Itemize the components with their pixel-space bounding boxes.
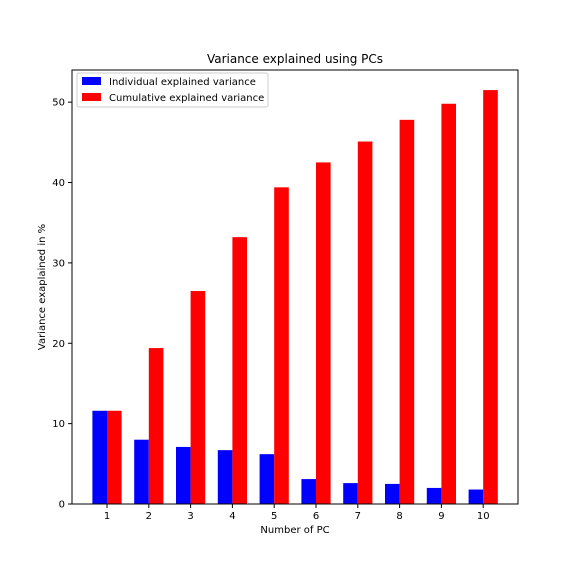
- x-tick-label: 1: [104, 511, 110, 522]
- x-tick-label: 5: [271, 511, 277, 522]
- x-tick-label: 7: [355, 511, 361, 522]
- x-tick-label: 6: [313, 511, 319, 522]
- bars-group: [92, 90, 498, 505]
- legend-swatch-individual: [82, 77, 101, 85]
- bar-individual-pc-3: [176, 446, 191, 504]
- x-tick-label: 8: [396, 511, 402, 522]
- bar-cumulative-pc-1: [107, 410, 122, 504]
- bar-individual-pc-4: [217, 450, 233, 504]
- y-axis-label: Variance exaplained in %: [37, 224, 48, 350]
- chart-title: Variance explained using PCs: [207, 52, 383, 66]
- legend-label-cumulative: Cumulative explained variance: [109, 93, 264, 104]
- bar-cumulative-pc-10: [483, 90, 498, 504]
- bar-individual-pc-10: [468, 489, 484, 504]
- bar-cumulative-pc-3: [190, 291, 206, 504]
- bar-cumulative-pc-2: [148, 348, 164, 504]
- bar-individual-pc-9: [426, 487, 442, 504]
- bar-individual-pc-2: [134, 439, 149, 504]
- bar-cumulative-pc-5: [274, 187, 289, 504]
- x-tick-label: 10: [477, 511, 490, 522]
- x-axis: 1 2 3 4 5 6 7 8 9 10: [104, 504, 490, 522]
- bar-cumulative-pc-4: [232, 237, 247, 505]
- x-tick-label: 4: [229, 511, 235, 522]
- legend-frame: [76, 72, 269, 108]
- x-tick-label: 2: [146, 511, 152, 522]
- y-axis: 0 10 20 30 40 50: [52, 98, 72, 511]
- bar-individual-pc-1: [92, 410, 107, 504]
- bar-cumulative-pc-7: [357, 141, 373, 504]
- y-tick-label: 40: [52, 178, 65, 189]
- x-tick-label: 9: [438, 511, 444, 522]
- bar-individual-pc-5: [259, 454, 275, 504]
- bar-cumulative-pc-8: [399, 119, 415, 505]
- legend-swatch-cumulative: [82, 93, 101, 101]
- y-tick-label: 20: [52, 339, 65, 350]
- y-tick-label: 50: [52, 98, 65, 109]
- y-tick-label: 10: [52, 419, 65, 430]
- y-tick-label: 30: [52, 258, 65, 269]
- bar-individual-pc-8: [385, 483, 400, 504]
- bar-individual-pc-6: [301, 479, 316, 504]
- y-tick-label: 0: [59, 500, 65, 511]
- legend-label-individual: Individual explained variance: [109, 77, 256, 88]
- bar-individual-pc-7: [343, 483, 358, 504]
- x-axis-label: Number of PC: [260, 525, 329, 536]
- legend: Individual explained variance Cumulative…: [76, 72, 269, 108]
- x-tick-label: 3: [187, 511, 193, 522]
- bar-cumulative-pc-9: [441, 103, 456, 504]
- bar-cumulative-pc-6: [316, 162, 331, 505]
- plot-frame: [71, 69, 519, 505]
